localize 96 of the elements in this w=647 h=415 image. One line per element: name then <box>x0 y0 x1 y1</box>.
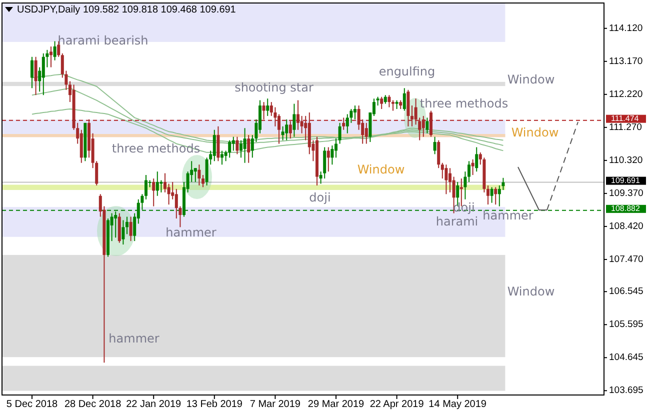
candlestick <box>212 129 216 162</box>
candlestick <box>471 158 474 176</box>
annotation: hammer <box>108 331 160 346</box>
candlestick <box>194 168 197 182</box>
x-tick-label: 22 Jan 2019 <box>126 399 182 410</box>
text: Window <box>511 125 559 140</box>
candlestick <box>152 178 156 207</box>
candlestick <box>468 160 470 182</box>
candlestick <box>216 126 220 162</box>
candlestick <box>247 134 250 164</box>
annotation: hammer <box>166 225 216 240</box>
candlestick <box>34 56 38 96</box>
candlestick <box>433 136 436 155</box>
ref-line-label: 109.691 <box>611 176 640 185</box>
y-tick-label: 103.695 <box>609 385 644 396</box>
candlestick <box>50 46 52 68</box>
annotation: engulfing <box>378 64 436 78</box>
annotation: Window <box>357 162 405 176</box>
candlestick <box>144 174 148 200</box>
candlestick <box>437 140 440 169</box>
candlestick <box>228 140 232 158</box>
candlestick <box>266 98 270 116</box>
candlestick <box>288 120 292 140</box>
candlestick <box>330 144 334 166</box>
candlestick <box>292 103 296 138</box>
candlestick <box>464 171 467 200</box>
text: Window <box>507 72 555 86</box>
y-tick-label: 110.320 <box>609 154 643 166</box>
candlestick <box>129 216 132 242</box>
text: Window <box>507 284 555 298</box>
candlestick <box>452 176 456 214</box>
ref-line-label: 108.882 <box>611 204 640 214</box>
x-tick-label: 13 Feb 2019 <box>186 399 243 410</box>
candlestick <box>243 128 246 164</box>
x-tick-label: 28 Dec 2018 <box>64 399 122 410</box>
candlestick <box>430 110 432 138</box>
candlestick <box>486 184 490 206</box>
candlestick <box>220 150 224 166</box>
candlestick <box>402 88 406 112</box>
y-tick-label: 105.595 <box>609 319 644 330</box>
candlestick <box>30 56 34 89</box>
candlestick <box>202 174 204 188</box>
y-tick-label: 109.370 <box>609 188 644 199</box>
candlestick <box>236 136 239 155</box>
candlestick <box>444 164 448 195</box>
y-tick-label: 104.645 <box>609 352 644 364</box>
candlestick <box>422 115 425 138</box>
annotation: shooting star <box>234 80 314 94</box>
chart-title: USDJPY,Daily 109.582 109.818 109.468 109.691 <box>17 4 236 16</box>
candlestick <box>494 186 498 206</box>
annotation: three methods <box>112 141 200 156</box>
candlestick <box>278 114 280 144</box>
y-tick-label: 111.270 <box>609 122 642 133</box>
candlestick <box>388 94 391 108</box>
candlestick <box>42 52 45 96</box>
candlestick <box>122 220 125 246</box>
candlestick <box>285 118 288 141</box>
x-tick-label: 5 Dec 2018 <box>6 399 58 410</box>
y-tick-label: 107.470 <box>609 254 644 265</box>
candlestick <box>164 172 166 193</box>
annotation: hammer <box>482 208 534 222</box>
candlestick <box>167 183 170 206</box>
candlestick <box>198 164 201 186</box>
y-tick-label: 108.420 <box>609 220 644 232</box>
ref-line-label: 111.474 <box>611 114 640 123</box>
candlestick <box>475 146 478 172</box>
x-tick-label: 29 Mar 2019 <box>308 399 365 410</box>
candlestick <box>338 122 342 144</box>
y-tick-label: 113.170 <box>609 56 643 67</box>
x-tick-label: 22 Apr 2019 <box>370 399 424 410</box>
candlestick <box>354 105 356 120</box>
annotation: harami <box>436 214 478 228</box>
candlestick <box>126 216 128 235</box>
candlestick <box>53 40 56 61</box>
annotation: doji <box>309 190 331 204</box>
candlestick <box>490 186 494 204</box>
candlestick <box>364 122 368 144</box>
annotation: three methods <box>420 96 508 110</box>
candlestick <box>57 40 60 58</box>
candlestick <box>296 100 300 130</box>
x-tick-label: 7 Mar 2019 <box>250 399 301 410</box>
candlestick <box>342 117 346 130</box>
y-tick-label: 112.220 <box>609 88 643 100</box>
candlestick <box>156 171 159 196</box>
candlestick <box>326 146 330 172</box>
y-tick-label: 106.545 <box>609 286 644 298</box>
candlestick <box>240 140 242 158</box>
candlestick <box>410 105 414 127</box>
candlestick <box>392 100 394 112</box>
candlestick <box>426 117 429 134</box>
candlestick <box>380 96 384 110</box>
candlestick <box>334 138 338 158</box>
candlestick <box>262 102 266 120</box>
y-tick-label: 114.120 <box>609 22 643 34</box>
annotation: harami bearish <box>58 33 148 48</box>
x-tick-label: 14 May 2019 <box>428 399 487 410</box>
